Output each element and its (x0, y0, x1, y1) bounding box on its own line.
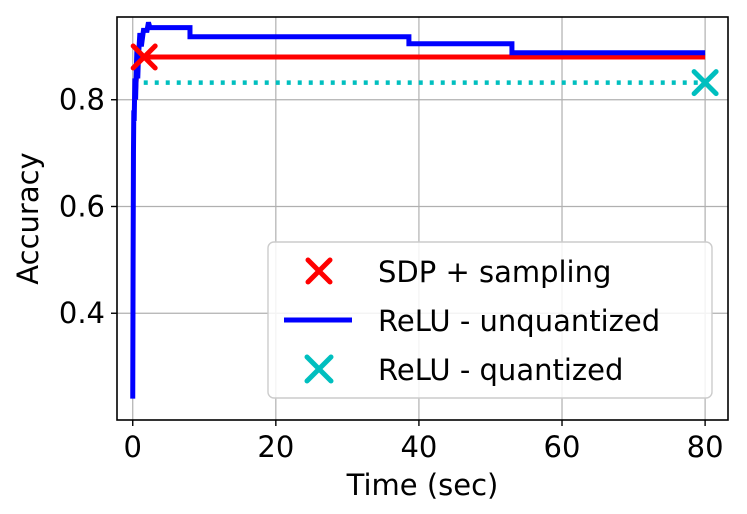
marker-stroke (691, 69, 719, 97)
ticks: 0 20 40 60 80 0.4 0.6 0.8 (59, 83, 724, 464)
series-marker-sdp-sampling (130, 43, 158, 71)
y-axis-title: Accuracy (11, 152, 45, 284)
legend-marker-sdp (305, 257, 333, 285)
series-line-relu-unquantized (130, 21, 706, 399)
x-axis-title: Time (sec) (346, 468, 499, 502)
legend-label-relu-quantized: ReLU - quantized (378, 353, 623, 387)
marker-stroke (130, 43, 158, 71)
legend-label-sdp: SDP + sampling (378, 255, 611, 289)
y-tick-label: 0.8 (59, 83, 105, 117)
y-tick-label: 0.4 (59, 296, 105, 330)
x-tick-label: 20 (257, 430, 294, 464)
series-layer (130, 21, 719, 399)
legend-label-relu-unquantized: ReLU - unquantized (378, 304, 660, 338)
legend-marker-relu-quantized (304, 354, 334, 384)
legend-box (267, 241, 713, 399)
legend: SDP + sampling ReLU - unquantized ReLU -… (267, 241, 713, 399)
plot-frame (116, 16, 729, 421)
series-marker-relu-quantized (691, 69, 719, 97)
x-tick-label: 80 (687, 430, 724, 464)
x-tick-label: 0 (124, 430, 142, 464)
x-tick-label: 40 (400, 430, 437, 464)
y-tick-label: 0.6 (59, 189, 105, 223)
x-tick-label: 60 (544, 430, 581, 464)
